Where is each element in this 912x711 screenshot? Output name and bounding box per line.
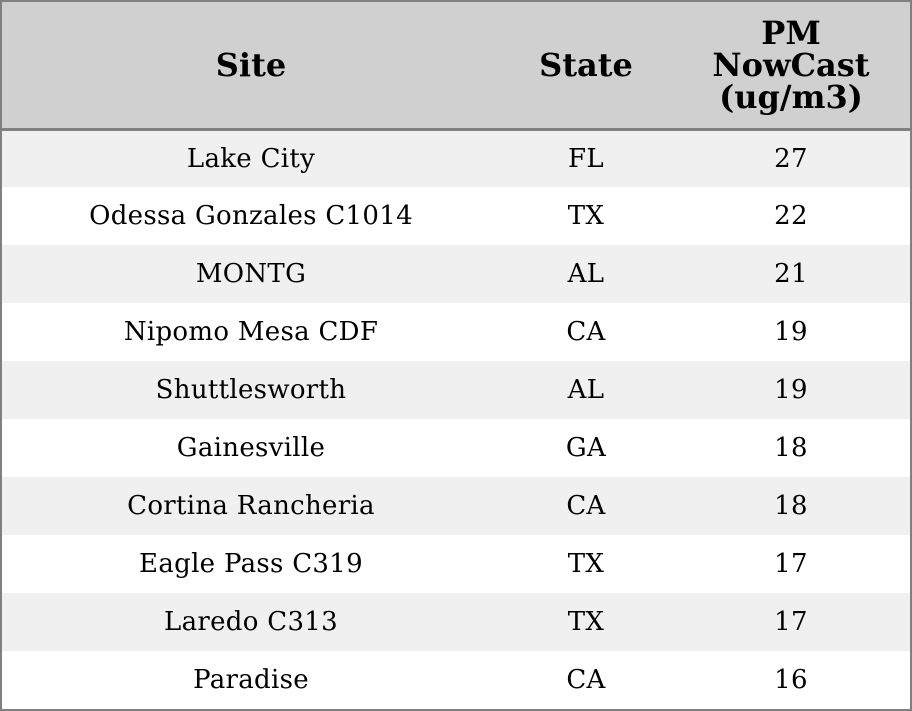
state-cell: TX: [567, 549, 605, 579]
site-cell: Laredo C313: [164, 607, 338, 637]
pm-value-cell: 17: [774, 607, 808, 637]
state-cell: AL: [567, 375, 605, 405]
pm-value-cell: 16: [774, 664, 808, 695]
column-header-state: State: [500, 2, 672, 131]
table-row: Laredo C313 TX 17: [2, 593, 910, 651]
table-row: MONTG AL 21: [2, 245, 910, 303]
table-row: Cortina Rancheria CA 18: [2, 477, 910, 535]
table-body: Lake City FL 27 Odessa Gonzales C1014 TX 22 MO…: [2, 129, 910, 708]
pm-value-cell: 21: [774, 259, 808, 289]
site-cell: Eagle Pass C319: [139, 549, 363, 579]
pm-value-cell: 19: [774, 317, 808, 347]
column-header-site: Site: [2, 2, 500, 131]
site-cell: Shuttlesworth: [155, 375, 347, 405]
site-cell: Paradise: [193, 664, 309, 695]
table-row: Nipomo Mesa CDF CA 19: [2, 303, 910, 361]
state-cell: TX: [567, 201, 605, 231]
table-row: Odessa Gonzales C1014 TX 22: [2, 187, 910, 245]
pm-value-cell: 18: [774, 491, 808, 521]
pm-value-cell: 17: [774, 549, 808, 579]
pm-value-cell: 18: [774, 433, 808, 463]
state-cell: AL: [567, 259, 605, 289]
state-cell: CA: [566, 664, 606, 695]
site-cell: Nipomo Mesa CDF: [123, 317, 379, 347]
pm-value-cell: 22: [774, 201, 808, 231]
column-header-pm-nowcast: PM NowCast (ug/m3): [672, 2, 910, 131]
table-row: Paradise CA 16: [2, 651, 910, 708]
state-cell: CA: [566, 317, 606, 347]
table-row: Eagle Pass C319 TX 17: [2, 535, 910, 593]
site-cell: Cortina Rancheria: [127, 491, 375, 521]
state-cell: CA: [566, 491, 606, 521]
state-cell: FL: [568, 143, 604, 174]
site-cell: MONTG: [195, 259, 307, 289]
pm-value-cell: 19: [774, 375, 808, 405]
header-row: Site State PM NowCast (ug/m3): [2, 2, 910, 131]
site-cell: Odessa Gonzales C1014: [89, 201, 413, 231]
table-row: Shuttlesworth AL 19: [2, 361, 910, 419]
site-cell: Lake City: [186, 143, 316, 174]
table-header: Site State PM NowCast (ug/m3): [2, 2, 910, 131]
table-row: Lake City FL 27: [2, 129, 910, 187]
state-cell: TX: [567, 607, 605, 637]
state-cell: GA: [565, 433, 607, 463]
site-cell: Gainesville: [176, 433, 326, 463]
pm-value-cell: 27: [774, 143, 808, 174]
table-row: Gainesville GA 18: [2, 419, 910, 477]
